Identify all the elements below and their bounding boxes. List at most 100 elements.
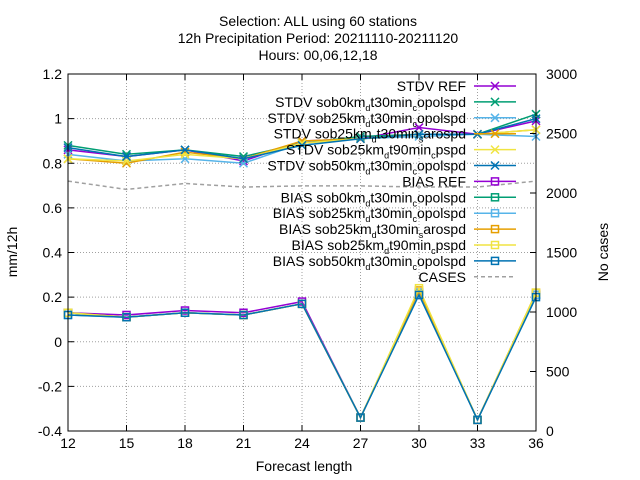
data-point	[121, 152, 132, 162]
data-point-stroke	[297, 140, 307, 150]
data-point-stroke	[121, 149, 132, 159]
legend-text: opolspd	[417, 110, 466, 126]
legend-subscript: d	[365, 103, 370, 113]
x-tick-label: 36	[528, 435, 544, 451]
y2-tick-label: 3000	[546, 66, 577, 82]
legend-text: STDV sob50km	[267, 158, 365, 174]
legend-text: BIAS sob0km	[281, 189, 366, 205]
legend-sample-marker	[490, 160, 500, 171]
y-tick-label: 1	[54, 111, 62, 127]
legend-sample-marker	[490, 129, 500, 139]
title-line-2: 12h Precipitation Period: 20211110-20211…	[178, 30, 459, 46]
x-tick-label: 21	[236, 435, 252, 451]
y2-tick-label: 0	[546, 423, 554, 439]
y-tick-label: 1.2	[43, 66, 63, 82]
legend-text: arospd	[423, 126, 466, 142]
legend-text: t30min	[377, 221, 419, 237]
data-point	[297, 299, 307, 309]
data-point	[122, 312, 131, 322]
legend-subscript: c	[412, 214, 417, 224]
legend-label: STDV REF	[397, 78, 466, 94]
legend-text: STDV sob25km	[286, 142, 384, 158]
legend-text: BIAS REF	[402, 173, 466, 189]
legend-sample-marker	[490, 208, 500, 218]
data-point-stroke	[355, 134, 366, 144]
legend-label: STDV sob0kmdt30mincopolspd	[275, 94, 466, 113]
data-point-stroke	[180, 145, 190, 155]
legend-text: pspd	[436, 237, 466, 253]
y2-axis-label: No cases	[595, 223, 611, 281]
legend-sample-marker-stroke	[490, 97, 500, 107]
data-point-stroke	[121, 152, 132, 162]
legend-label: BIAS sob50kmdt30mincopolspd	[273, 253, 466, 272]
data-point	[414, 290, 424, 300]
y-tick-label: 0.4	[43, 245, 63, 261]
data-point	[297, 140, 307, 150]
legend-subscript: d	[384, 246, 389, 256]
legend-sample-marker	[490, 113, 500, 123]
data-point	[355, 134, 366, 144]
legend-text: t30min	[370, 253, 412, 269]
chart-title: Selection: ALL using 60 stations 12h Pre…	[178, 13, 459, 63]
series-line	[67, 293, 537, 422]
y2-tick-label: 2000	[546, 185, 577, 201]
legend-subscript: c	[431, 151, 436, 161]
y-tick-label: 0	[54, 334, 62, 350]
legend-subscript: d	[365, 262, 370, 272]
legend-sample-marker-stroke	[490, 113, 500, 123]
legend-text: STDV sob25km	[274, 126, 372, 142]
legend-text: t30min	[370, 205, 412, 221]
x-tick-label: 27	[353, 435, 369, 451]
legend-subscript: d	[384, 151, 389, 161]
legend-text: opolspd	[417, 205, 466, 221]
legend-text: t90min	[389, 142, 431, 158]
series-line	[67, 180, 537, 191]
axes: 12 15 18 21 24 27 30 33 36 -0.4 -0.2 0 0.2 0.4 0.6 0.8 1…	[38, 66, 577, 451]
legend-text: STDV REF	[397, 78, 466, 94]
legend-text: opolspd	[417, 158, 466, 174]
legend-subscript: d	[365, 198, 370, 208]
legend-text: opolspd	[417, 189, 466, 205]
legend-text: t30min	[370, 189, 412, 205]
legend-label: STDV sob25kmdt90mincpspd	[286, 142, 466, 161]
title-line-1: Selection: ALL using 60 stations	[219, 13, 417, 29]
legend-label: BIAS sob25kmdt30minsarospd	[279, 221, 466, 240]
legend-subscript: d	[365, 167, 370, 177]
legend-sample-marker	[490, 240, 500, 250]
legend-sample-marker-stroke	[490, 145, 500, 155]
legend-text: BIAS sob25km	[279, 221, 372, 237]
legend-subscript: d	[365, 119, 370, 129]
legend-text: t90min	[389, 237, 431, 253]
legend-subscript: c	[412, 167, 417, 177]
title-line-3: Hours: 00,06,12,18	[258, 47, 377, 63]
legend-label: CASES	[419, 269, 466, 285]
legend-subscript: d	[365, 214, 370, 224]
legend-text: pspd	[436, 142, 466, 158]
legend-sample-marker	[490, 81, 500, 91]
data-point	[180, 308, 190, 317]
legend-text: t30min	[370, 110, 412, 126]
legend-label: BIAS sob25kmdt30mincopolspd	[273, 205, 466, 224]
x-tick-label: 12	[60, 435, 76, 451]
data-point-stroke	[414, 123, 424, 133]
legend-text: t30min	[370, 158, 412, 174]
legend-sample-marker-stroke	[490, 160, 500, 171]
legend-sample-marker	[490, 224, 500, 234]
data-point	[180, 145, 190, 155]
data-point-stroke	[414, 129, 424, 139]
data-point	[414, 129, 424, 139]
data-point-stroke	[238, 154, 249, 164]
y-tick-label: 0.2	[43, 289, 63, 305]
x-axis-label: Forecast length	[256, 458, 353, 474]
legend-sample-marker	[490, 193, 500, 202]
legend-subscript: c	[412, 103, 417, 113]
legend-text: BIAS sob25km	[273, 205, 366, 221]
legend-subscript: d	[372, 135, 377, 145]
legend-sample-marker	[490, 256, 500, 266]
legend-label: BIAS REF	[402, 173, 466, 189]
y-axis-label: mm/12h	[4, 227, 20, 278]
x-tick-label: 18	[177, 435, 193, 451]
